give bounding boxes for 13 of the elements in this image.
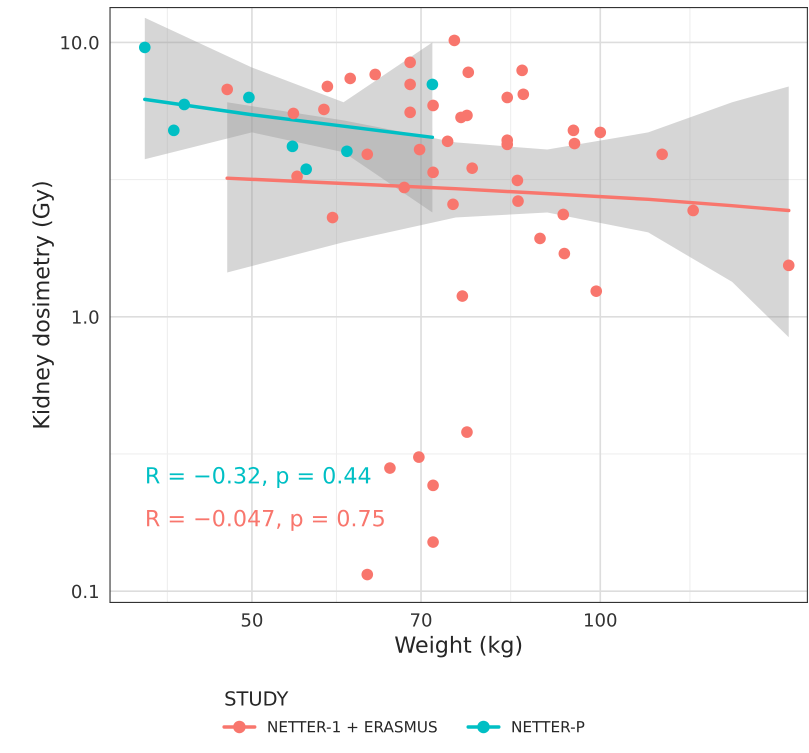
- x-tick-label: 50: [242, 613, 262, 627]
- legend-label: NETTER-1 + ERASMUS: [268, 720, 437, 733]
- y-tick-label: 10.0: [61, 36, 98, 50]
- x-tick-label: 70: [411, 613, 432, 627]
- annotation: R = −0.32, p = 0.44: [147, 466, 370, 488]
- legend-label: NETTER-P: [512, 721, 584, 732]
- y-axis-title: Kidney dosimetry (Gy): [32, 182, 54, 428]
- y-tick-label: 1.0: [72, 310, 98, 324]
- y-tick-label: 0.1: [72, 584, 98, 598]
- x-tick-label: 100: [585, 613, 616, 627]
- x-axis-title: Weight (kg): [395, 636, 522, 658]
- legend-title: STUDY: [225, 691, 288, 706]
- annotation: R = −0.047, p = 0.75: [147, 510, 384, 531]
